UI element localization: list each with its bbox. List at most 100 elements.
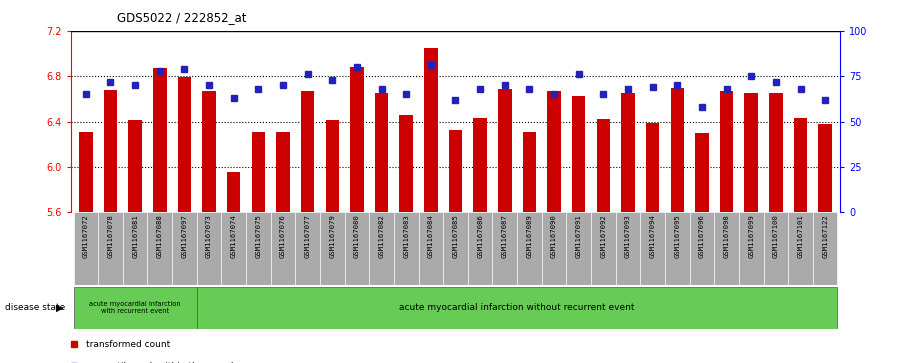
Bar [769, 93, 783, 212]
Bar [98, 212, 123, 285]
Bar [597, 119, 610, 212]
Text: GSM1167087: GSM1167087 [502, 215, 507, 258]
Bar [474, 118, 486, 212]
Bar [369, 212, 394, 285]
Bar [744, 93, 758, 212]
Bar [123, 212, 148, 285]
Bar [374, 93, 388, 212]
Text: GSM1167096: GSM1167096 [699, 215, 705, 258]
Text: GSM1167100: GSM1167100 [773, 215, 779, 258]
Bar [763, 212, 788, 285]
Bar [251, 132, 265, 212]
Bar [172, 212, 197, 285]
Bar [572, 95, 586, 212]
Bar [178, 77, 191, 212]
Text: GSM1167077: GSM1167077 [304, 215, 311, 258]
Text: GSM1167079: GSM1167079 [329, 215, 335, 258]
Text: GSM1167091: GSM1167091 [576, 215, 582, 258]
Text: GSM1167076: GSM1167076 [280, 215, 286, 258]
Bar [621, 93, 635, 212]
Text: GSM1167092: GSM1167092 [600, 215, 607, 258]
Bar [714, 212, 739, 285]
Bar [350, 67, 363, 212]
Text: GSM1167074: GSM1167074 [230, 215, 237, 258]
Bar [493, 212, 517, 285]
Bar [813, 212, 837, 285]
Text: GSM1167085: GSM1167085 [453, 215, 458, 258]
Text: GSM1167090: GSM1167090 [551, 215, 557, 258]
Text: GSM1167094: GSM1167094 [650, 215, 656, 258]
Bar [517, 212, 542, 285]
Bar [616, 212, 640, 285]
Bar [720, 91, 733, 212]
Bar [394, 212, 418, 285]
Text: GSM1167083: GSM1167083 [404, 215, 409, 258]
Bar [665, 212, 690, 285]
Bar [221, 212, 246, 285]
Bar [246, 212, 271, 285]
Text: GSM1167081: GSM1167081 [132, 215, 138, 258]
Bar [295, 212, 320, 285]
Bar [128, 121, 142, 212]
Bar [695, 133, 709, 212]
Bar [418, 212, 443, 285]
Bar [646, 123, 660, 212]
Text: percentile rank within the sample: percentile rank within the sample [86, 362, 239, 363]
Bar [197, 287, 837, 329]
Bar [104, 90, 118, 212]
Text: GSM1167088: GSM1167088 [157, 215, 163, 258]
Bar [301, 91, 314, 212]
Text: GDS5022 / 222852_at: GDS5022 / 222852_at [117, 11, 246, 24]
Bar [271, 212, 295, 285]
Bar [344, 212, 369, 285]
Bar [227, 171, 241, 212]
Text: GSM1167086: GSM1167086 [477, 215, 483, 258]
Bar [449, 130, 462, 212]
Bar [153, 68, 167, 212]
Text: GSM1167072: GSM1167072 [83, 215, 89, 258]
Bar [425, 48, 437, 212]
Bar [276, 132, 290, 212]
Text: GSM1167122: GSM1167122 [822, 215, 828, 258]
Text: acute myocardial infarction
with recurrent event: acute myocardial infarction with recurre… [89, 301, 181, 314]
Bar [197, 212, 221, 285]
Text: disease state: disease state [5, 303, 65, 312]
Text: GSM1167101: GSM1167101 [797, 215, 804, 258]
Bar [202, 91, 216, 212]
Bar [548, 91, 561, 212]
Bar [567, 212, 591, 285]
Text: GSM1167082: GSM1167082 [379, 215, 384, 258]
Bar [690, 212, 714, 285]
Text: acute myocardial infarction without recurrent event: acute myocardial infarction without recu… [399, 303, 635, 312]
Text: transformed count: transformed count [86, 340, 170, 349]
Bar [670, 87, 684, 212]
Bar [739, 212, 763, 285]
Bar [542, 212, 567, 285]
Bar [591, 212, 616, 285]
Bar [523, 132, 537, 212]
Text: GSM1167089: GSM1167089 [527, 215, 532, 258]
Bar [443, 212, 468, 285]
Bar [74, 212, 98, 285]
Bar [468, 212, 493, 285]
Bar [399, 115, 413, 212]
Bar [793, 118, 807, 212]
Text: GSM1167099: GSM1167099 [748, 215, 754, 258]
Text: GSM1167098: GSM1167098 [723, 215, 730, 258]
Bar [498, 89, 512, 212]
Bar [818, 124, 832, 212]
Text: GSM1167084: GSM1167084 [428, 215, 434, 258]
Bar [148, 212, 172, 285]
Bar [79, 132, 93, 212]
Bar [320, 212, 344, 285]
Text: GSM1167080: GSM1167080 [354, 215, 360, 258]
Text: GSM1167093: GSM1167093 [625, 215, 631, 258]
Text: GSM1167075: GSM1167075 [255, 215, 261, 258]
Bar [325, 121, 339, 212]
Text: GSM1167097: GSM1167097 [181, 215, 188, 258]
Text: GSM1167078: GSM1167078 [107, 215, 114, 258]
Text: GSM1167095: GSM1167095 [674, 215, 681, 258]
Bar [640, 212, 665, 285]
Text: GSM1167073: GSM1167073 [206, 215, 212, 258]
Bar [74, 287, 197, 329]
